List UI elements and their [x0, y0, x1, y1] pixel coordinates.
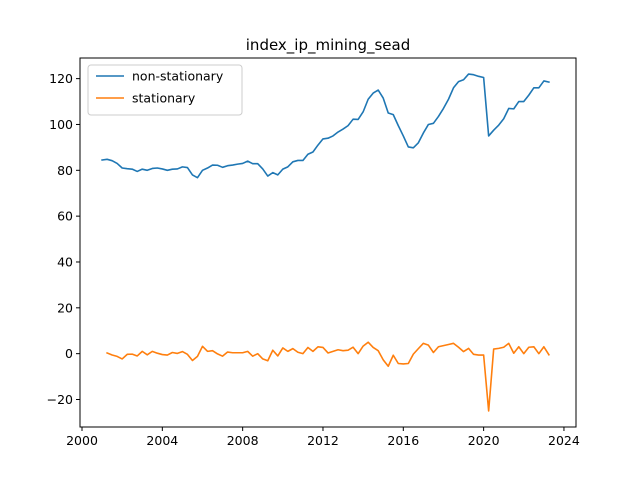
x-tick-label: 2016 — [387, 433, 419, 448]
x-tick-label: 2004 — [146, 433, 178, 448]
y-tick-label: 20 — [57, 300, 73, 315]
y-tick-label: 100 — [49, 117, 73, 132]
chart-title: index_ip_mining_sead — [246, 36, 410, 55]
plot-frame — [79, 57, 577, 428]
x-tick-label: 2024 — [548, 433, 580, 448]
y-axis: −20 0 20 40 60 80 100 120 — [47, 71, 80, 407]
legend: non-stationary stationary — [87, 64, 243, 116]
y-tick-label: 40 — [57, 254, 73, 269]
legend-box — [87, 64, 243, 116]
series-layer — [101, 73, 550, 412]
x-tick-label: 2012 — [307, 433, 339, 448]
x-tick-label: 2020 — [468, 433, 500, 448]
x-tick-label: 2008 — [227, 433, 259, 448]
y-tick-label: −20 — [47, 392, 73, 407]
y-tick-label: 80 — [57, 163, 73, 178]
x-axis: 2000 2004 2008 2012 2016 2020 2024 — [66, 427, 580, 448]
legend-label: stationary — [132, 91, 196, 106]
x-tick-label: 2000 — [66, 433, 98, 448]
y-tick-label: 0 — [65, 346, 73, 361]
y-tick-label: 60 — [57, 209, 73, 224]
y-tick-label: 120 — [49, 71, 73, 86]
series-line-non-stationary — [101, 73, 550, 179]
legend-label: non-stationary — [132, 69, 224, 84]
series-line-stationary — [106, 341, 550, 412]
